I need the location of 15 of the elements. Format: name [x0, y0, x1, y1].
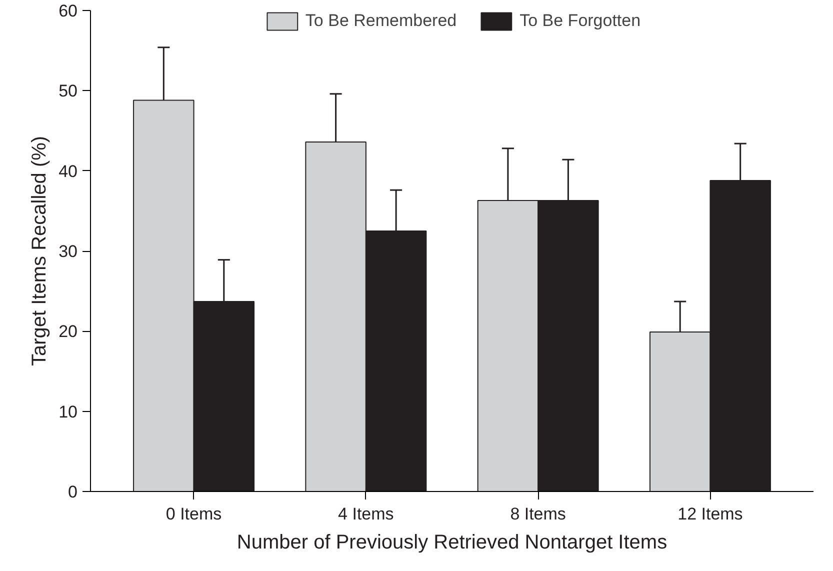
- y-axis-title: Target Items Recalled (%): [28, 136, 51, 366]
- y-tick-label: 30: [58, 242, 78, 261]
- legend-label: To Be Remembered: [305, 11, 457, 31]
- x-tick-label: 8 Items: [510, 504, 566, 524]
- y-tick-label: 50: [58, 82, 78, 101]
- x-tick-label: 12 Items: [678, 504, 743, 524]
- y-tick-label: 20: [58, 322, 78, 342]
- y-tick-label: 40: [58, 162, 78, 181]
- x-axis-title: Number of Previously Retrieved Nontarget Items: [236, 532, 668, 554]
- y-tick-label: 0: [68, 482, 78, 502]
- x-tick-label: 0 Items: [166, 504, 222, 524]
- legend-label: To Be Forgotten: [520, 11, 641, 31]
- y-tick-label: 60: [58, 2, 78, 20]
- x-tick-label: 4 Items: [338, 504, 394, 524]
- y-tick-label: 10: [58, 402, 78, 422]
